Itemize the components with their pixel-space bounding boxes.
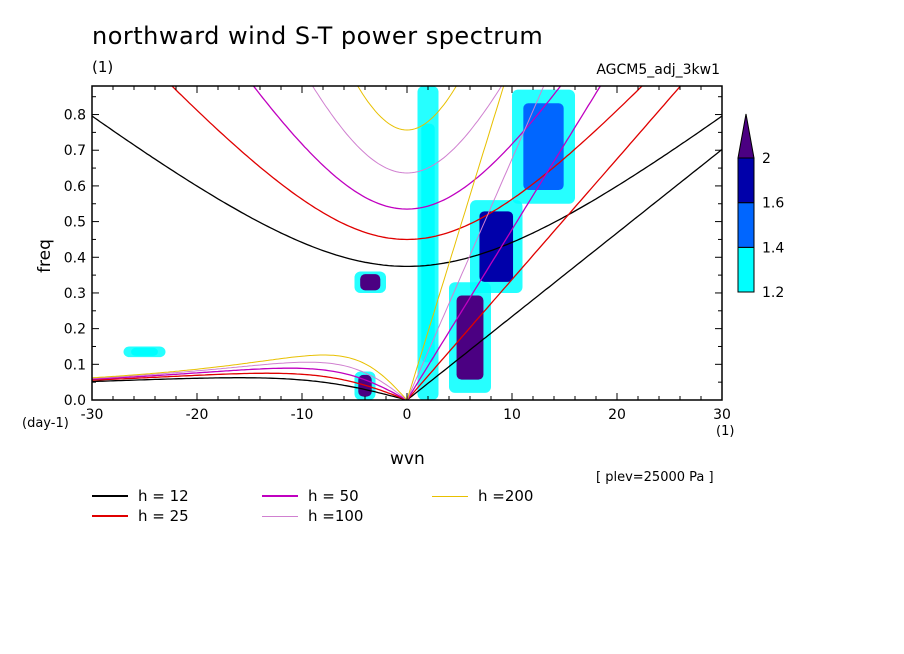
shaded-region-core: [421, 123, 435, 363]
y-tick-label: 0.6: [64, 179, 86, 195]
legend-label: h =100: [308, 507, 364, 525]
shaded-region-core: [523, 103, 564, 191]
legend-swatch: [432, 495, 468, 497]
x-tick-label: 0: [403, 407, 412, 423]
colorbar: 1.2 1.4 1.6 2: [737, 113, 784, 301]
kelvin-curve: [406, 86, 602, 400]
kelvin-curve: [406, 148, 722, 400]
kelvin-curve: [406, 86, 545, 400]
chart-title: northward wind S-T power spectrum: [92, 22, 544, 50]
x-tick-label: 10: [503, 407, 521, 423]
legend-item-h50: h = 50: [262, 487, 359, 505]
legend-label: h = 50: [308, 487, 359, 505]
legend-swatch: [92, 515, 128, 517]
y-tick-label: 0.4: [64, 250, 86, 266]
colorbar-segment: [737, 246, 755, 293]
kelvin-curve: [406, 86, 682, 400]
legend-swatch: [262, 495, 298, 497]
gravity-curve: [252, 86, 562, 210]
gravity-curve: [357, 86, 457, 131]
rossby-curve: [92, 361, 408, 400]
shaded-region-core: [456, 295, 484, 380]
x-unit: (1): [716, 424, 735, 439]
colorbar-label: 2: [762, 151, 771, 167]
y-tick-label: 0.1: [64, 357, 86, 373]
y-unit: (day-1): [22, 416, 69, 431]
colorbar-label: 1.2: [762, 285, 784, 301]
rossby-curve: [92, 367, 408, 400]
y-tick-label: 0.7: [64, 143, 86, 159]
gravity-curve: [92, 115, 722, 268]
x-tick-label: -20: [186, 407, 209, 423]
rossby-curve: [92, 354, 408, 400]
legend-item-h12: h = 12: [92, 487, 189, 505]
kelvin-curve: [406, 86, 505, 400]
y-tick-label: 0.0: [64, 393, 86, 409]
plot-frame: [91, 85, 723, 401]
shaded-region-core: [360, 274, 381, 291]
x-tick-label: -10: [291, 407, 314, 423]
y-tick-label: 0.2: [64, 322, 86, 338]
legend-label: h = 25: [138, 507, 189, 525]
colorbar-label: 1.6: [762, 196, 784, 212]
shaded-region-core: [131, 347, 158, 356]
colorbar-segment: [737, 157, 755, 204]
x-tick-label: -30: [81, 407, 104, 423]
colorbar-extend-triangle: [737, 113, 755, 159]
gravity-curve: [311, 86, 503, 174]
shaded-region-core: [479, 211, 514, 282]
unit-note: (1): [92, 58, 114, 76]
rossby-curve: [92, 372, 408, 400]
legend-swatch: [262, 515, 298, 517]
y-axis-label: freq: [34, 239, 55, 273]
legend-item-h100: h =100: [262, 507, 363, 525]
colorbar-segment: [737, 202, 755, 248]
rossby-curve: [92, 377, 408, 400]
legend-label: h =200: [478, 487, 534, 505]
run-name: AGCM5_adj_3kw1: [596, 62, 720, 78]
legend-item-h200: h =200: [432, 487, 533, 505]
legend-swatch: [92, 495, 128, 497]
gravity-curve: [171, 86, 643, 241]
x-axis-label: wvn: [390, 449, 425, 469]
x-tick-label: 20: [608, 407, 626, 423]
legend-label: h = 12: [138, 487, 189, 505]
plev-note: [ plev=25000 Pa ]: [596, 470, 714, 485]
colorbar-label: 1.4: [762, 240, 784, 256]
y-tick-label: 0.5: [64, 215, 86, 231]
legend-item-h25: h = 25: [92, 507, 189, 525]
x-tick-label: 30: [713, 407, 731, 423]
y-tick-label: 0.8: [64, 108, 86, 124]
y-tick-label: 0.3: [64, 286, 86, 302]
